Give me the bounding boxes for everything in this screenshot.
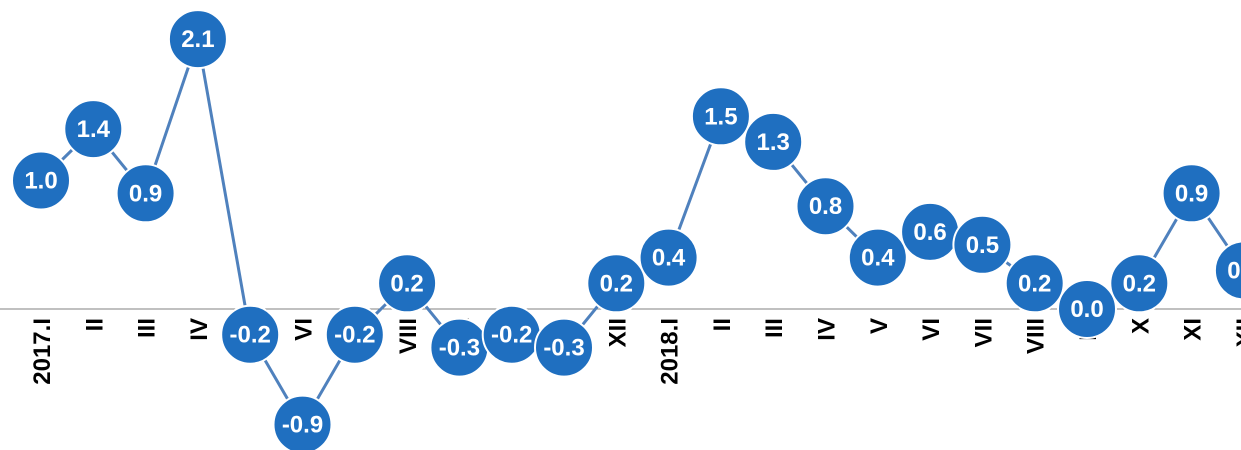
data-label: 0.2 xyxy=(600,270,633,297)
data-point: -0.3 xyxy=(534,317,594,378)
data-label: 0.2 xyxy=(390,270,423,297)
data-point: -0.2 xyxy=(220,304,281,365)
data-marker xyxy=(1004,253,1065,314)
x-tick-label: III xyxy=(134,318,161,338)
x-tick-label: XII xyxy=(1232,318,1241,347)
x-tick-label: III xyxy=(761,318,788,338)
x-tick-label: VI xyxy=(918,318,945,341)
data-marker xyxy=(795,176,856,237)
x-tick-label: X xyxy=(1127,318,1154,334)
data-marker xyxy=(220,304,281,365)
data-point: 2.1 xyxy=(167,9,228,70)
data-label: 1.0 xyxy=(24,168,57,195)
data-point: 1.3 xyxy=(743,111,804,172)
data-point: 1.5 xyxy=(690,86,751,147)
data-marker xyxy=(586,253,647,314)
data-marker xyxy=(377,253,438,314)
x-tick-label: II xyxy=(709,318,736,331)
series-line xyxy=(39,37,1241,427)
data-point: 0.2 xyxy=(1109,253,1170,314)
data-marker xyxy=(534,317,594,378)
data-marker xyxy=(690,86,751,147)
data-markers: 1.0 1.4 0.9 2.1 -0.2 -0.9 -0.2 0.2 -0.3 -0.2 -0.3 0… xyxy=(11,9,1241,450)
data-label: 0.0 xyxy=(1070,296,1103,323)
data-marker xyxy=(952,214,1013,275)
data-label: 0.9 xyxy=(1175,180,1208,207)
x-tick-label: 2018.I xyxy=(657,318,684,385)
data-point: 0.2 xyxy=(1004,253,1065,314)
data-marker xyxy=(1161,163,1222,224)
x-tick-label: VIII xyxy=(1023,318,1050,354)
data-label: 0.8 xyxy=(809,193,842,220)
data-marker xyxy=(847,227,908,288)
data-label: 0.3 xyxy=(1227,257,1241,284)
data-marker xyxy=(11,150,71,211)
data-label: 1.3 xyxy=(757,129,790,156)
data-marker xyxy=(743,111,804,172)
data-label: -0.3 xyxy=(439,335,480,362)
data-point: 1.4 xyxy=(63,99,124,160)
data-marker xyxy=(638,227,699,288)
data-point: 1.0 xyxy=(11,150,71,211)
x-tick-label: V xyxy=(866,318,893,334)
data-label: 1.4 xyxy=(77,116,111,143)
series-line-layer xyxy=(39,37,1241,427)
data-label: 0.5 xyxy=(966,232,999,259)
data-marker xyxy=(167,9,228,70)
data-point: 0.5 xyxy=(952,214,1013,275)
x-tick-label: VIII xyxy=(395,318,422,354)
data-point: 0.9 xyxy=(1161,163,1222,224)
data-label: -0.2 xyxy=(491,322,532,349)
x-tick-label: VII xyxy=(970,318,997,347)
x-tick-label: II xyxy=(81,318,108,331)
data-marker xyxy=(115,163,176,224)
data-point: 0.6 xyxy=(900,201,961,262)
x-tick-label: 2017.I xyxy=(29,318,56,385)
x-tick-label: XI xyxy=(1180,318,1207,341)
data-label: -0.2 xyxy=(334,322,375,349)
data-label: 0.4 xyxy=(652,245,686,272)
x-tick-label: IV xyxy=(814,318,841,341)
data-label: 0.4 xyxy=(861,245,895,272)
data-label: 1.5 xyxy=(704,103,737,130)
data-label: 0.2 xyxy=(1018,270,1051,297)
data-label: -0.3 xyxy=(543,335,584,362)
data-marker xyxy=(272,394,333,450)
x-tick-label: XII xyxy=(604,318,631,347)
data-marker xyxy=(1213,240,1241,301)
data-point: 0.8 xyxy=(795,176,856,237)
x-tick-label: VI xyxy=(291,318,318,341)
data-label: -0.2 xyxy=(230,322,271,349)
data-point: -0.9 xyxy=(272,394,333,450)
x-tick-labels: 2017.IIIIIIIVVVIVIIVIIIIXXXIXII2018.IIII… xyxy=(29,318,1241,385)
data-marker xyxy=(63,99,124,160)
data-point: 0.3 xyxy=(1213,240,1241,301)
data-label: 2.1 xyxy=(181,26,214,53)
data-point: 0.4 xyxy=(847,227,908,288)
data-point: 0.2 xyxy=(377,253,438,314)
data-point: 0.4 xyxy=(638,227,699,288)
data-label: -0.9 xyxy=(282,412,323,439)
data-point: -0.3 xyxy=(429,317,490,378)
x-tick-label: IV xyxy=(186,318,213,341)
data-label: 0.6 xyxy=(913,219,946,246)
data-marker xyxy=(1109,253,1170,314)
data-point: 0.9 xyxy=(115,163,176,224)
data-marker xyxy=(324,304,385,365)
data-point: 0.2 xyxy=(586,253,647,314)
data-label: 0.2 xyxy=(1123,270,1156,297)
data-point: -0.2 xyxy=(481,304,542,365)
data-point: -0.2 xyxy=(324,304,385,365)
data-point: 0.0 xyxy=(1057,279,1117,339)
data-marker xyxy=(1057,279,1117,339)
data-label: 0.9 xyxy=(129,180,162,207)
